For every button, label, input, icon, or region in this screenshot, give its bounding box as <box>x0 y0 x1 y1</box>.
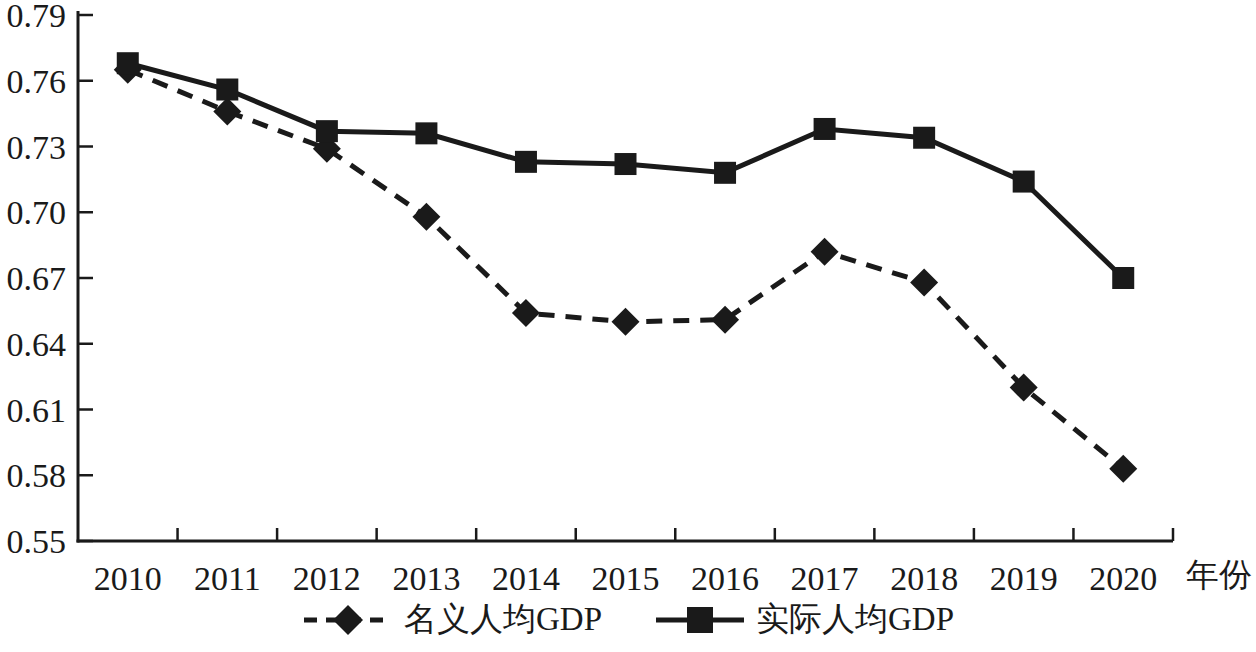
data-point-square-2012 <box>316 120 338 142</box>
y-tick-label: 0.61 <box>7 392 67 429</box>
x-tick-label: 2020 <box>1089 560 1157 596</box>
data-point-square-2010 <box>117 52 139 74</box>
legend-item-nominal-gdp: 名义人均GDP <box>302 597 602 642</box>
y-tick-label: 0.70 <box>7 194 67 231</box>
x-tick-label: 2013 <box>392 560 460 596</box>
x-tick-label: 2018 <box>890 560 958 596</box>
x-tick-label: 2019 <box>990 560 1058 596</box>
data-point-square-2011 <box>216 79 238 101</box>
data-point-diamond-2013 <box>412 203 440 231</box>
solid-square-legend-marker <box>654 603 746 637</box>
data-point-diamond-2015 <box>612 308 640 336</box>
y-tick-label: 0.76 <box>7 63 67 100</box>
y-tick-label: 0.64 <box>7 326 67 363</box>
data-point-square-2020 <box>1112 267 1134 289</box>
x-tick-label: 2017 <box>791 560 859 596</box>
x-tick-label: 2014 <box>492 560 560 596</box>
y-tick-label: 0.67 <box>7 260 67 297</box>
x-tick-label: 2011 <box>194 560 261 596</box>
chart-plot-area: 0.55 0.58 0.61 0.64 0.67 0.70 0.73 0.76 0.79 2010… <box>0 0 1256 596</box>
y-tick-label: 0.55 <box>7 523 67 560</box>
data-point-diamond-2018 <box>910 268 938 296</box>
y-tick-label: 0.58 <box>7 457 67 494</box>
legend-item-real-gdp: 实际人均GDP <box>654 597 954 642</box>
data-point-diamond-2020 <box>1109 455 1137 483</box>
data-point-square-2019 <box>1013 171 1035 193</box>
gdp-line-chart-figure: 0.55 0.58 0.61 0.64 0.67 0.70 0.73 0.76 0.79 2010… <box>0 0 1256 652</box>
data-point-diamond-2016 <box>711 306 739 334</box>
data-point-diamond-2017 <box>811 238 839 266</box>
x-tick-label: 2012 <box>293 560 361 596</box>
x-tick-label: 2015 <box>592 560 660 596</box>
data-point-square-2013 <box>415 122 437 144</box>
y-tick-label: 0.73 <box>7 129 67 166</box>
data-point-diamond-2011 <box>213 97 241 125</box>
y-tick-label: 0.79 <box>7 0 67 34</box>
legend-label-real-gdp: 实际人均GDP <box>756 597 954 642</box>
data-point-square-2016 <box>714 162 736 184</box>
dashed-diamond-legend-marker <box>302 603 394 637</box>
x-axis-title: 年份 <box>1186 553 1252 598</box>
data-point-square-2015 <box>615 153 637 175</box>
x-tick-label: 2010 <box>94 560 162 596</box>
data-point-square-2018 <box>913 127 935 149</box>
x-tick-label: 2016 <box>691 560 759 596</box>
series-line-nominal-gdp <box>128 70 1123 469</box>
data-point-square-2017 <box>814 118 836 140</box>
legend-label-nominal-gdp: 名义人均GDP <box>404 597 602 642</box>
data-point-square-2014 <box>515 151 537 173</box>
chart-legend: 名义人均GDP 实际人均GDP <box>0 597 1256 642</box>
